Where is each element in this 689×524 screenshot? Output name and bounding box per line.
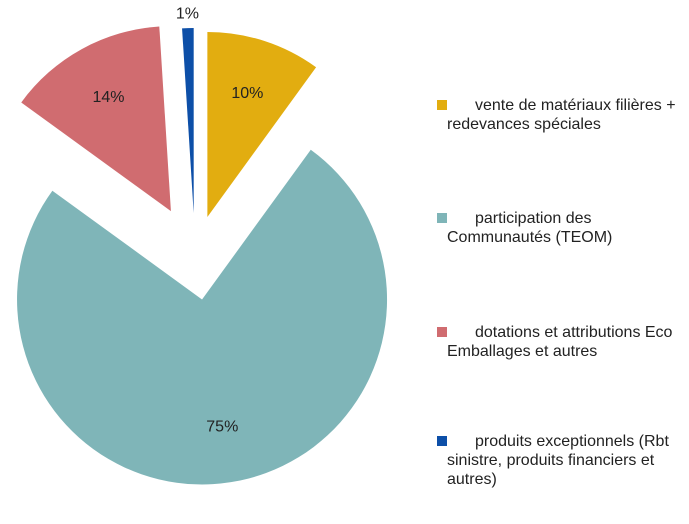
legend-item: dotations et attributions Eco Emballages… bbox=[437, 323, 687, 361]
pie-slice bbox=[17, 149, 388, 485]
legend-label: vente de matériaux filières + redevances… bbox=[447, 97, 676, 133]
legend-label: participation des Communautés (TEOM) bbox=[447, 210, 613, 246]
pie-slice bbox=[21, 26, 171, 212]
pie-chart: 10% 75% 14% 1% bbox=[17, 5, 388, 485]
data-label: 10% bbox=[231, 85, 263, 102]
legend-swatch bbox=[437, 213, 447, 223]
pie-slice bbox=[182, 28, 194, 214]
legend-label: produits exceptionnels (Rbt sinistre, pr… bbox=[447, 433, 669, 488]
legend-label: dotations et attributions Eco Emballages… bbox=[447, 324, 673, 360]
legend-swatch bbox=[437, 327, 447, 337]
data-label: 75% bbox=[206, 419, 238, 436]
legend-item: vente de matériaux filières + redevances… bbox=[437, 96, 687, 134]
pie-slice bbox=[207, 31, 317, 217]
legend-swatch bbox=[437, 436, 447, 446]
legend-swatch bbox=[437, 100, 447, 110]
legend-item: produits exceptionnels (Rbt sinistre, pr… bbox=[437, 432, 687, 489]
data-label: 14% bbox=[93, 89, 125, 106]
data-label: 1% bbox=[176, 5, 199, 22]
legend-item: participation des Communautés (TEOM) bbox=[437, 209, 687, 247]
